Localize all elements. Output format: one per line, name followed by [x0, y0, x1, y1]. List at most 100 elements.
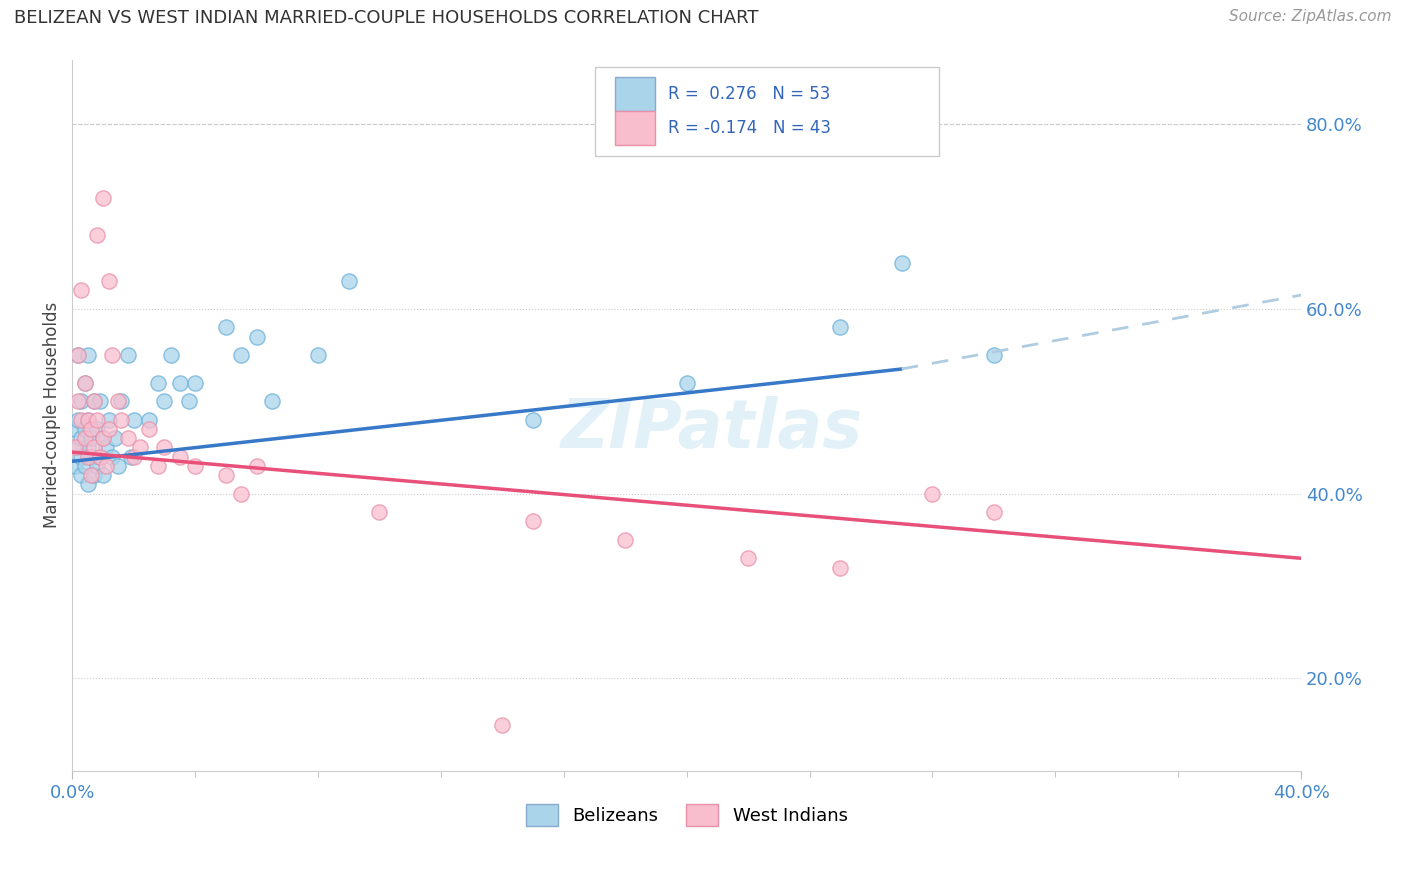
Point [122, 413, 145, 427]
Point [70, 284, 93, 298]
FancyBboxPatch shape [616, 111, 655, 145]
Point [153, 394, 176, 409]
Point [169, 450, 191, 464]
Point [522, 413, 544, 427]
Point [177, 394, 200, 409]
Point [67, 441, 90, 455]
Point [368, 505, 391, 519]
Point [76, 441, 98, 455]
Point [231, 348, 253, 362]
Text: BELIZEAN VS WEST INDIAN MARRIED-COUPLE HOUSEHOLDS CORRELATION CHART: BELIZEAN VS WEST INDIAN MARRIED-COUPLE H… [14, 9, 759, 27]
Point [86, 228, 108, 243]
Point [67, 348, 90, 362]
Point [491, 717, 513, 731]
Point [67, 413, 90, 427]
Point [107, 394, 129, 409]
Point [73, 376, 96, 390]
Point [73, 458, 96, 473]
Point [76, 348, 98, 362]
Point [65, 441, 87, 455]
Point [128, 441, 150, 455]
Point [101, 450, 124, 464]
Text: Source: ZipAtlas.com: Source: ZipAtlas.com [1229, 9, 1392, 24]
Point [337, 274, 360, 288]
Point [67, 348, 90, 362]
Point [101, 348, 124, 362]
Point [83, 394, 105, 409]
Y-axis label: Married-couple Households: Married-couple Households [44, 302, 60, 528]
Point [110, 413, 132, 427]
Point [86, 413, 108, 427]
Text: R =  0.276   N = 53: R = 0.276 N = 53 [668, 85, 831, 103]
Point [65, 458, 87, 473]
Point [73, 376, 96, 390]
Point [148, 376, 170, 390]
Point [614, 533, 637, 547]
Point [110, 394, 132, 409]
Point [89, 450, 111, 464]
Point [307, 348, 329, 362]
Point [983, 348, 1005, 362]
Point [94, 441, 117, 455]
FancyBboxPatch shape [595, 67, 939, 155]
Point [89, 394, 111, 409]
Point [98, 413, 121, 427]
Point [231, 486, 253, 500]
Point [91, 431, 114, 445]
Point [138, 422, 160, 436]
Point [98, 274, 121, 288]
Point [104, 431, 127, 445]
Point [260, 394, 283, 409]
Point [70, 394, 93, 409]
Point [70, 468, 93, 483]
Point [79, 468, 101, 483]
Point [138, 413, 160, 427]
Point [184, 376, 207, 390]
Point [91, 468, 114, 483]
Point [122, 450, 145, 464]
Point [91, 191, 114, 205]
Point [73, 422, 96, 436]
Point [94, 458, 117, 473]
Point [215, 468, 238, 483]
Point [245, 329, 267, 343]
Point [86, 458, 108, 473]
Point [79, 431, 101, 445]
Point [76, 413, 98, 427]
Point [79, 450, 101, 464]
Point [70, 450, 93, 464]
Point [737, 551, 759, 566]
Point [675, 376, 697, 390]
Point [91, 431, 114, 445]
Point [148, 458, 170, 473]
Point [921, 486, 943, 500]
Point [70, 431, 93, 445]
Point [83, 441, 105, 455]
Point [76, 477, 98, 491]
Point [830, 320, 852, 334]
Point [169, 376, 191, 390]
Point [83, 394, 105, 409]
Point [73, 431, 96, 445]
Point [120, 450, 142, 464]
Point [153, 441, 176, 455]
Point [159, 348, 181, 362]
Point [107, 458, 129, 473]
Point [117, 431, 139, 445]
Point [65, 422, 87, 436]
Point [86, 422, 108, 436]
Point [67, 394, 90, 409]
Point [70, 413, 93, 427]
Point [79, 422, 101, 436]
Point [83, 468, 105, 483]
Point [245, 458, 267, 473]
Point [983, 505, 1005, 519]
Point [76, 413, 98, 427]
Point [76, 450, 98, 464]
Point [98, 422, 121, 436]
Point [184, 458, 207, 473]
Point [890, 256, 912, 270]
FancyBboxPatch shape [616, 77, 655, 111]
Point [522, 514, 544, 528]
Point [215, 320, 238, 334]
